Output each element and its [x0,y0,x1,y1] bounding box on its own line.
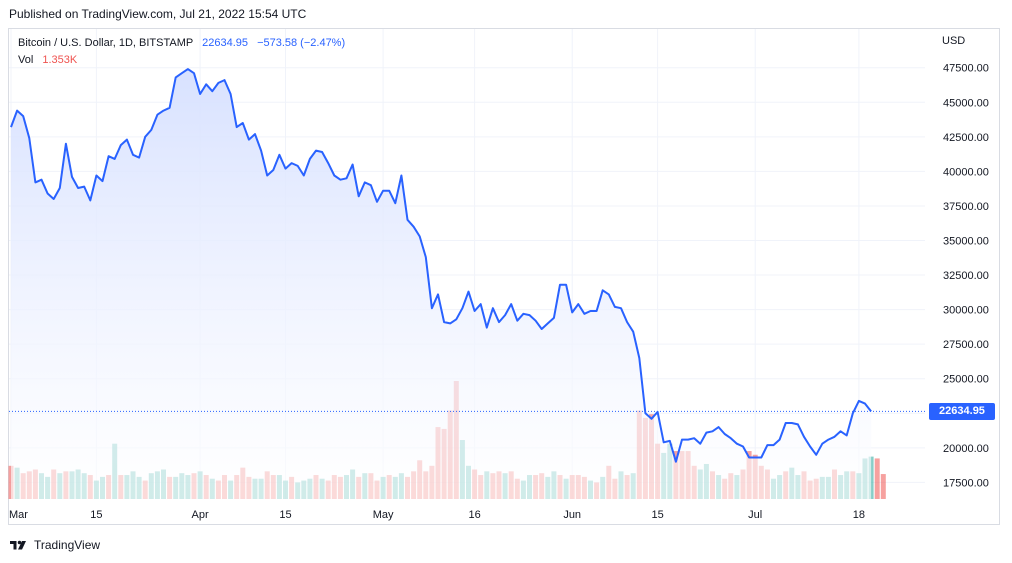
symbol-label: Bitcoin / U.S. Dollar, 1D, BITSTAMP [18,37,194,49]
x-tick-label: 16 [468,509,480,521]
x-tick-label: 15 [90,509,102,521]
chart-legend: Bitcoin / U.S. Dollar, 1D, BITSTAMP 2263… [18,35,345,69]
price-change-value: −573.58 (−2.47%) [257,37,346,49]
published-stamp: Published on TradingView.com, Jul 21, 20… [9,7,307,21]
x-tick-label: 18 [853,509,865,521]
x-tick-label: 15 [651,509,663,521]
y-tick-label: 35000.00 [943,236,989,248]
y-tick-label: 42500.00 [943,132,989,144]
y-tick-label: 27500.00 [943,339,989,351]
y-axis-ticks: 17500.0020000.0022500.0025000.0027500.00… [943,63,989,490]
y-tick-label: 47500.00 [943,63,989,75]
x-tick-label: May [373,509,394,521]
y-tick-label: 45000.00 [943,97,989,109]
last-price-tag: 22634.95 [929,403,995,420]
volume-bar [874,458,880,499]
y-tick-label: 40000.00 [943,166,989,178]
x-tick-label: 15 [279,509,291,521]
tradingview-logo-icon [10,540,26,550]
price-line [10,68,872,463]
footer-brand-label: TradingView [34,538,101,552]
y-tick-label: 32500.00 [943,270,989,282]
x-tick-label: Apr [192,509,209,521]
volume-label: Vol [18,54,34,66]
price-area-fill [11,69,872,499]
x-tick-label: Jun [563,509,581,521]
chart-frame [8,28,1000,525]
last-price-value: 22634.95 [202,37,248,49]
currency-label: USD [942,35,966,47]
y-tick-label: 20000.00 [943,443,989,455]
volume-value: 1.353K [42,54,78,66]
y-tick-label: 30000.00 [943,305,989,317]
x-tick-label: Jul [748,509,762,521]
x-tick-label: Mar [9,509,28,521]
x-axis-ticks: Mar 15 Apr 15 May 16 Jun 15 Jul 18 [9,509,865,521]
y-tick-label: 17500.00 [943,477,989,489]
y-tick-label: 25000.00 [943,374,989,386]
volume-bar [880,474,886,499]
y-tick-label: 37500.00 [943,201,989,213]
footer-brand[interactable]: TradingView [10,538,100,552]
